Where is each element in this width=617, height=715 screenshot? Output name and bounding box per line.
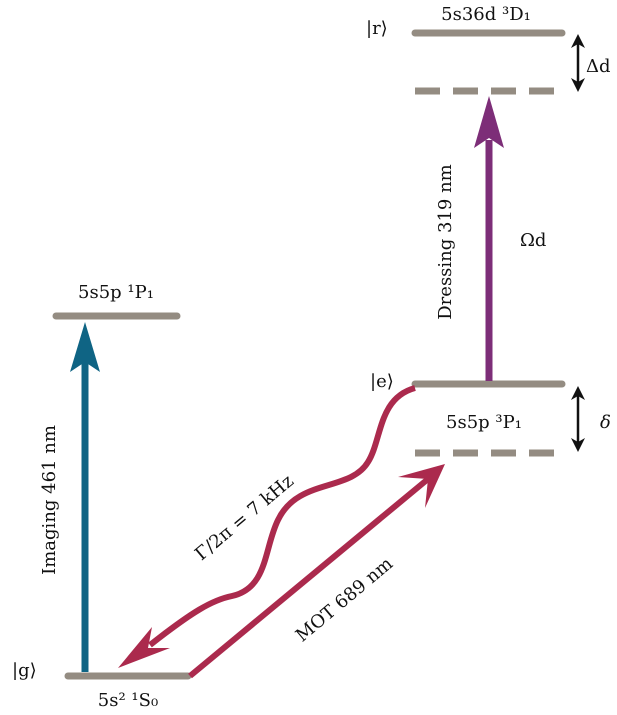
imaging-arrow xyxy=(70,322,100,672)
rydberg-ket-label: |r⟩ xyxy=(366,18,388,39)
excited-ket-label: |e⟩ xyxy=(370,371,394,392)
mot-arrow xyxy=(188,464,445,679)
p1-singlet-level-label: 5s5p ¹P₁ xyxy=(78,282,154,303)
decay-arrow xyxy=(118,385,416,668)
rabi-frequency-label: Ωd xyxy=(520,230,546,251)
dressing-arrow xyxy=(474,96,504,381)
imaging-transition-label: Imaging 461 nm xyxy=(39,425,60,575)
mot-transition-label: MOT 689 nm xyxy=(292,553,397,646)
triplet-detuning-arrow xyxy=(571,386,585,452)
rydberg-detuning-arrow xyxy=(571,34,585,92)
p1-triplet-level-label: 5s5p ³P₁ xyxy=(446,412,522,433)
rydberg-detuning-label: Δd xyxy=(586,56,611,77)
ground-ket-label: |g⟩ xyxy=(12,660,37,681)
rydberg-level-label: 5s36d ³D₁ xyxy=(441,4,531,25)
ground-level-label: 5s² ¹S₀ xyxy=(98,690,158,711)
triplet-detuning-label: δ xyxy=(600,412,611,433)
dressing-transition-label: Dressing 319 nm xyxy=(435,164,456,320)
